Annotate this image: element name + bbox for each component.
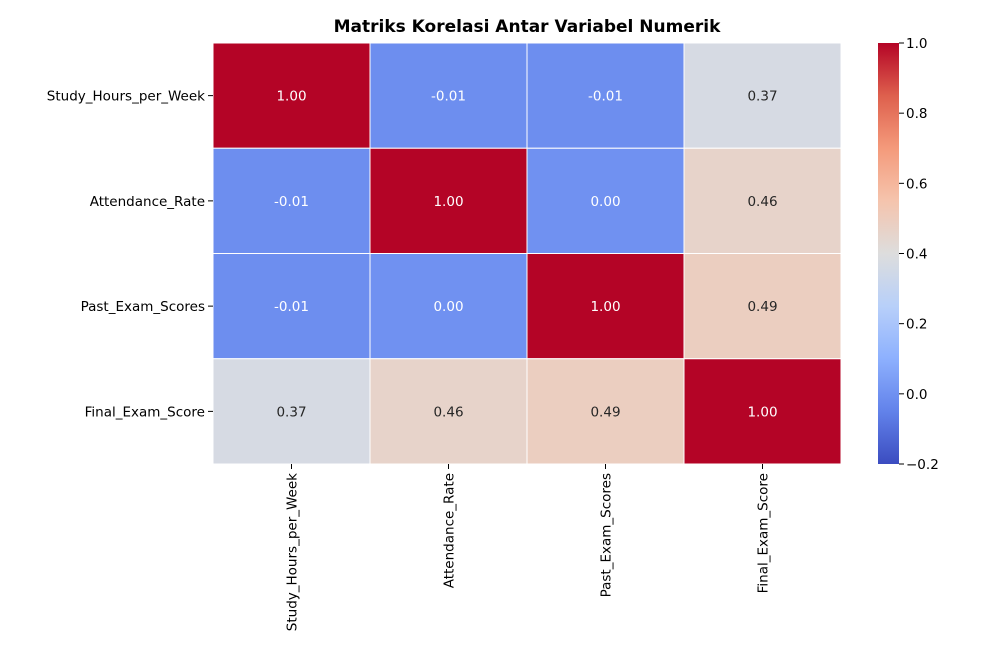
colorbar-tick-label-5: 0.8	[906, 106, 927, 122]
colorbar-tick-label-3: 0.4	[906, 247, 927, 263]
row-tick-labels: Study_Hours_per_Week Attendance_Rate Past_…	[47, 89, 213, 420]
cell-value-label-r0-c1: -0.01	[431, 89, 466, 105]
heatmap-cells: 1.00 -0.01 -0.01 0.37 -0.01 1.00 0.00 0.46 -0.01…	[212, 42, 842, 465]
cell-value-label-r1-c1: 1.00	[433, 194, 463, 210]
colorbar-tick-label-2: 0.2	[906, 317, 927, 333]
cell-value-label-r1-c0: -0.01	[274, 194, 309, 210]
cell-value-label-r3-c2: 0.49	[590, 404, 620, 420]
cell-value-label-r3-c0: 0.37	[276, 404, 306, 420]
heatmap-cell-r3-c0	[212, 358, 371, 465]
cell-value-label-r2-c2: 1.00	[590, 299, 620, 315]
row-tick-label-0: Study_Hours_per_Week	[47, 89, 205, 105]
colorbar: −0.2 0.0 0.2 0.4 0.6 0.8 1.0	[878, 36, 939, 473]
heatmap-cell-r1-c1	[369, 147, 528, 254]
heatmap-cell-r0-c0	[212, 42, 371, 149]
colorbar-tick-label-4: 0.6	[906, 176, 927, 192]
column-tick-label-1: Attendance_Rate	[442, 473, 458, 588]
heatmap-cell-r2-c3	[683, 253, 842, 360]
cell-value-label-r3-c1: 0.46	[433, 404, 463, 420]
heatmap-cell-r0-c3	[683, 42, 842, 149]
colorbar-gradient	[878, 43, 899, 464]
column-tick-label-3: Final_Exam_Score	[756, 473, 772, 593]
row-tick-label-3: Final_Exam_Score	[85, 404, 205, 420]
heatmap-cell-r3-c2	[526, 358, 685, 465]
cell-value-label-r0-c0: 1.00	[276, 89, 306, 105]
colorbar-tick-label-6: 1.0	[906, 36, 927, 52]
cell-value-label-r0-c3: 0.37	[747, 89, 777, 105]
heatmap-cell-r1-c0	[212, 147, 371, 254]
heatmap-cell-r3-c3	[683, 358, 842, 465]
row-tick-label-2: Past_Exam_Scores	[81, 299, 205, 315]
heatmap-cell-r2-c1	[369, 253, 528, 360]
heatmap-cell-r0-c2	[526, 42, 685, 149]
chart-title: Matriks Korelasi Antar Variabel Numerik	[334, 17, 721, 37]
row-tick-label-1: Attendance_Rate	[90, 194, 205, 210]
colorbar-tick-label-0: −0.2	[906, 457, 939, 473]
colorbar-tick-label-1: 0.0	[906, 387, 927, 403]
heatmap-cell-r0-c1	[369, 42, 528, 149]
column-tick-label-0: Study_Hours_per_Week	[285, 473, 301, 631]
cell-value-label-r2-c0: -0.01	[274, 299, 309, 315]
cell-value-label-r3-c3: 1.00	[747, 404, 777, 420]
cell-value-label-r2-c1: 0.00	[433, 299, 463, 315]
column-tick-labels: Study_Hours_per_Week Attendance_Rate Past_…	[285, 464, 772, 631]
cell-value-label-r1-c3: 0.46	[747, 194, 777, 210]
heatmap-cell-r1-c3	[683, 147, 842, 254]
cell-value-label-r0-c2: -0.01	[588, 89, 623, 105]
cell-value-label-r1-c2: 0.00	[590, 194, 620, 210]
cell-value-label-r2-c3: 0.49	[747, 299, 777, 315]
column-tick-label-2: Past_Exam_Scores	[599, 473, 615, 597]
heatmap-cell-r3-c1	[369, 358, 528, 465]
